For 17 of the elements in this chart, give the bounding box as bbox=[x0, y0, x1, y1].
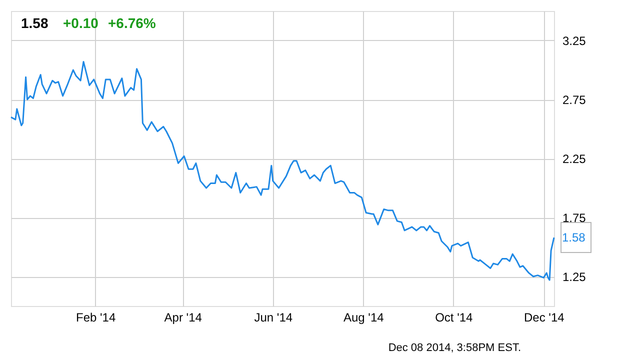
x-tick-label: Oct '14 bbox=[435, 310, 474, 324]
x-tick-label: Dec '14 bbox=[524, 310, 565, 324]
data-label: 1.58 bbox=[562, 230, 586, 245]
chart-title: 1.58 bbox=[21, 15, 48, 31]
line-series bbox=[10, 60, 555, 281]
x-tick-label: Apr '14 bbox=[164, 310, 202, 324]
annotation: +6.76% bbox=[108, 15, 156, 31]
y-tick-label: 1.75 bbox=[562, 211, 586, 225]
annotation: +0.10 bbox=[63, 15, 99, 31]
y-tick-label: 1.25 bbox=[562, 270, 586, 284]
y-tick-label: 2.25 bbox=[562, 152, 586, 166]
x-tick-label: Jun '14 bbox=[254, 310, 293, 324]
x-tick-label: Aug '14 bbox=[343, 310, 384, 324]
y-tick-label: 3.25 bbox=[562, 34, 586, 48]
text: Dec 08 2014, 3:58PM EST. bbox=[388, 342, 521, 354]
x-tick-label: Feb '14 bbox=[76, 310, 116, 324]
y-tick-label: 2.75 bbox=[562, 93, 586, 107]
